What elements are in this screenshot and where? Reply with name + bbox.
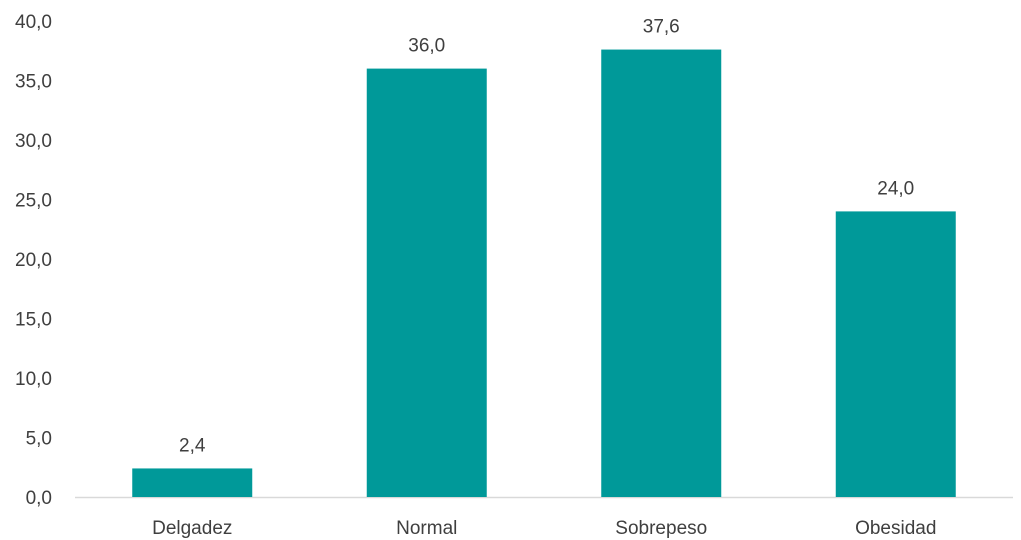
bar-value-label: 36,0 xyxy=(408,36,445,57)
category-label: Delgadez xyxy=(152,518,232,539)
y-tick-label: 40,0 xyxy=(15,12,52,33)
y-tick-label: 30,0 xyxy=(15,131,52,152)
bar-value-label: 37,6 xyxy=(643,17,680,38)
data-labels: 2,4 36,0 37,6 24,0 xyxy=(179,17,914,457)
bars xyxy=(132,49,956,498)
bar xyxy=(366,68,487,497)
category-label: Sobrepeso xyxy=(615,518,707,539)
y-tick-label: 0,0 xyxy=(26,488,52,509)
y-tick-label: 20,0 xyxy=(15,250,52,271)
y-axis-ticks: 0,0 5,0 10,0 15,0 20,0 25,0 30,0 35,0 40,0 xyxy=(15,12,52,509)
y-tick-label: 15,0 xyxy=(15,310,52,331)
y-tick-label: 5,0 xyxy=(26,429,52,450)
y-tick-label: 35,0 xyxy=(15,72,52,93)
bar xyxy=(132,468,253,497)
bar-value-label: 24,0 xyxy=(877,178,914,199)
category-label: Obesidad xyxy=(855,518,936,539)
bar-value-label: 2,4 xyxy=(179,435,206,456)
bar xyxy=(835,211,956,497)
bar xyxy=(601,49,722,498)
y-tick-label: 10,0 xyxy=(15,369,52,390)
y-tick-label: 25,0 xyxy=(15,191,52,212)
category-label: Normal xyxy=(396,518,457,539)
category-labels: Delgadez Normal Sobrepeso Obesidad xyxy=(152,518,936,539)
